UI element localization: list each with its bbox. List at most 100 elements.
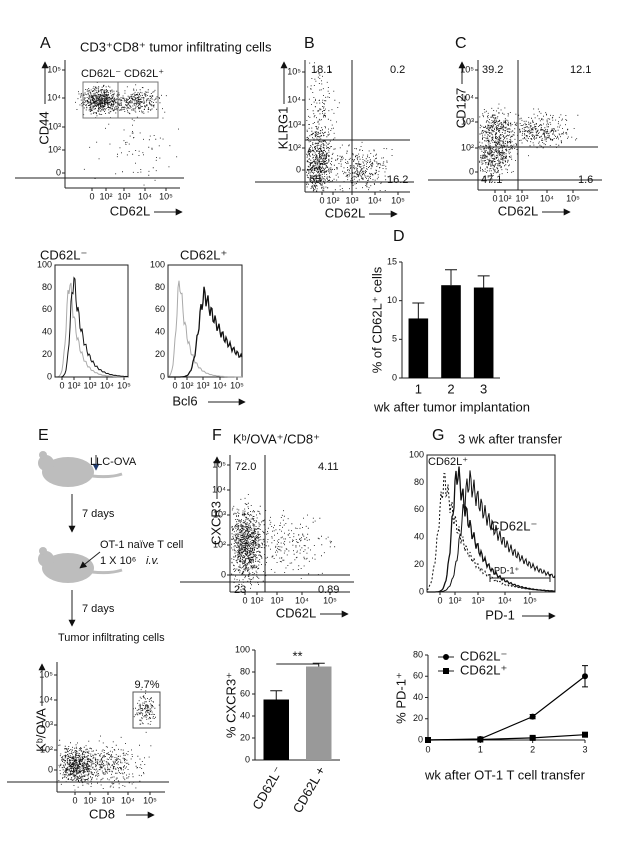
x-tick-label: 10³	[515, 193, 528, 203]
x-axis-label: wk after OT-1 T cell transfer	[424, 767, 586, 782]
y-tick-label: 60	[414, 504, 424, 514]
gate	[132, 691, 161, 729]
y-tick-label: 60	[155, 304, 165, 314]
y-tick-label: 0	[221, 569, 226, 579]
y-tick-label: 80	[240, 666, 250, 676]
flow-events	[109, 84, 167, 118]
histogram-title: CD62L⁺	[180, 247, 227, 262]
y-tick-label: 10²	[461, 142, 474, 152]
x-tick-label: 10³	[471, 595, 484, 605]
y-tick-label: 10⁵	[39, 669, 53, 679]
step-label: 7 days	[82, 603, 115, 615]
step-label: Tumor infiltrating cells	[58, 632, 165, 644]
y-tick-label: 0	[160, 371, 165, 381]
x-tick-label: 10²	[498, 193, 511, 203]
x-tick-label: 1	[415, 381, 422, 396]
y-tick-label: 10⁴	[287, 94, 301, 104]
error-bar	[529, 714, 536, 720]
histogram-curve	[427, 466, 556, 593]
y-tick-label: 0	[296, 164, 301, 174]
histogram-frame	[54, 264, 129, 378]
x-tick-label: 10³	[270, 595, 283, 605]
injection-arrow	[79, 551, 101, 569]
quadrant-value: 39.2	[482, 64, 503, 76]
x-tick-label: 10⁴	[138, 191, 152, 201]
y-tick-label: 40	[155, 327, 165, 337]
bar	[473, 287, 494, 378]
gate-label: 9.7%	[134, 679, 159, 691]
x-tick-label: 2	[447, 381, 454, 396]
series-line	[427, 734, 586, 741]
histogram-label: CD62L⁺	[428, 456, 468, 468]
x-tick-label: 10⁴	[498, 595, 512, 605]
y-tick-label: 10²	[213, 539, 226, 549]
quadrant-value: 16.2	[387, 174, 408, 186]
x-tick-label: 10²	[67, 380, 80, 390]
y-tick-label: 0	[419, 586, 424, 596]
treatment-label: LLC-OVA	[90, 456, 137, 468]
y-tick-label: 20	[155, 349, 165, 359]
y-tick-label: 10	[387, 295, 397, 305]
y-tick-label: 80	[414, 477, 424, 487]
x-tick-label: 1	[478, 744, 483, 754]
x-tick-label: 10⁴	[100, 380, 114, 390]
step-label: 7 days	[82, 508, 115, 520]
y-tick-label: 0	[245, 754, 250, 764]
y-tick-label: 10³	[48, 121, 61, 131]
gate-label: CD62L⁻	[81, 68, 121, 80]
y-tick-label: 20	[240, 732, 250, 742]
panel-letter: D	[393, 228, 405, 245]
quadrant-value: 72.0	[235, 461, 256, 473]
gate-label: CD62L⁺	[124, 68, 164, 80]
flow-events	[306, 119, 337, 192]
error-bar	[425, 739, 431, 741]
histogram-curve	[55, 276, 129, 378]
y-tick-label: 10³	[288, 119, 301, 129]
panel-letter: C	[455, 35, 467, 52]
y-axis-label: CXCR3	[208, 501, 223, 545]
legend-marker	[443, 668, 449, 674]
y-tick-label: 0	[392, 372, 397, 382]
quadrant-value: 65	[309, 174, 321, 186]
panel-letter: G	[432, 427, 444, 444]
x-tick-label: 0	[172, 380, 177, 390]
quadrant-value: 12.1	[570, 64, 591, 76]
step-label: 1 X 10⁶	[100, 555, 136, 567]
y-tick-label: 0	[418, 734, 423, 744]
histogram-title: CD62L⁻	[40, 247, 87, 262]
error-bar	[582, 665, 588, 688]
mouse-diagram	[38, 451, 123, 583]
x-tick-label: 10²	[326, 195, 339, 205]
y-tick-label: 0	[469, 166, 474, 176]
x-tick-label: 2	[530, 744, 535, 754]
error-bar	[529, 736, 536, 740]
panel-letter: A	[40, 35, 51, 52]
y-tick-label: 5	[392, 334, 397, 344]
x-tick-label: 0	[72, 795, 77, 805]
series-line	[427, 675, 586, 741]
y-tick-label: 10²	[48, 144, 61, 154]
x-tick-label: 10⁴	[213, 380, 227, 390]
y-tick-label: 10³	[213, 509, 226, 519]
histogram-curve	[427, 470, 556, 593]
y-tick-label: 10⁴	[47, 92, 61, 102]
y-tick-label: 20	[413, 713, 423, 723]
x-axis-label: CD62L	[325, 205, 365, 220]
x-tick-label: 3	[582, 744, 587, 754]
legend-label: CD62L⁻	[460, 648, 507, 663]
x-tick-label: 10⁵	[523, 595, 537, 605]
flow-events	[479, 132, 519, 183]
y-axis-label: % CXCR3⁺	[223, 672, 238, 738]
y-tick-label: 10⁴	[39, 694, 53, 704]
y-tick-label: 10⁵	[287, 66, 301, 76]
y-tick-label: 60	[413, 671, 423, 681]
significance-label: **	[292, 648, 302, 663]
x-tick-label: CD62L +	[290, 764, 329, 816]
y-tick-label: 100	[409, 449, 424, 459]
x-tick-label: 10⁴	[368, 195, 382, 205]
y-tick-label: 10²	[40, 744, 53, 754]
gate	[117, 81, 159, 119]
x-tick-label: 10³	[83, 380, 96, 390]
